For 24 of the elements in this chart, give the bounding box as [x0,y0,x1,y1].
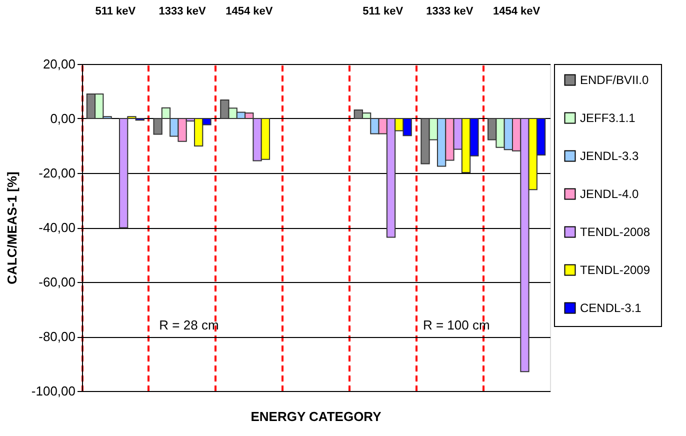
y-axis-title: CALC/MEAS-1 [%] [4,172,20,284]
y-tick-label: -40,00 [38,220,76,235]
legend-label: TENDL-2009 [580,263,650,277]
x-tick-label: 511 keV [95,6,136,18]
x-tick-label: 1333 keV [426,6,474,18]
legend-label: CENDL-3.1 [580,301,642,315]
y-tick-label: -100,00 [31,384,76,398]
legend-label: JENDL-3.3 [580,149,640,163]
x-tick-label: 1333 keV [158,6,206,18]
legend-label: JENDL-4.0 [580,187,640,201]
x-tick-label: 1454 keV [226,6,274,18]
y-tick-label: 20,00 [42,56,76,72]
annotation: R = 28 cm [159,318,219,333]
legend-label: ENDF/BVII.0 [580,73,650,87]
x-axis-title: ENERGY CATEGORY [250,409,382,424]
annotation: R = 100 cm [422,318,490,333]
x-tick-label: 1454 keV [493,6,541,18]
legend-label: JEFF3.1.1 [580,111,636,125]
legend-label: TENDL-2008 [580,225,650,239]
y-tick-label: -60,00 [38,274,76,290]
y-tick-label: -80,00 [38,329,76,344]
y-tick-label: -20,00 [38,166,76,180]
x-tick-label: 511 keV [362,6,404,18]
y-tick-label: 0,00 [50,111,76,126]
